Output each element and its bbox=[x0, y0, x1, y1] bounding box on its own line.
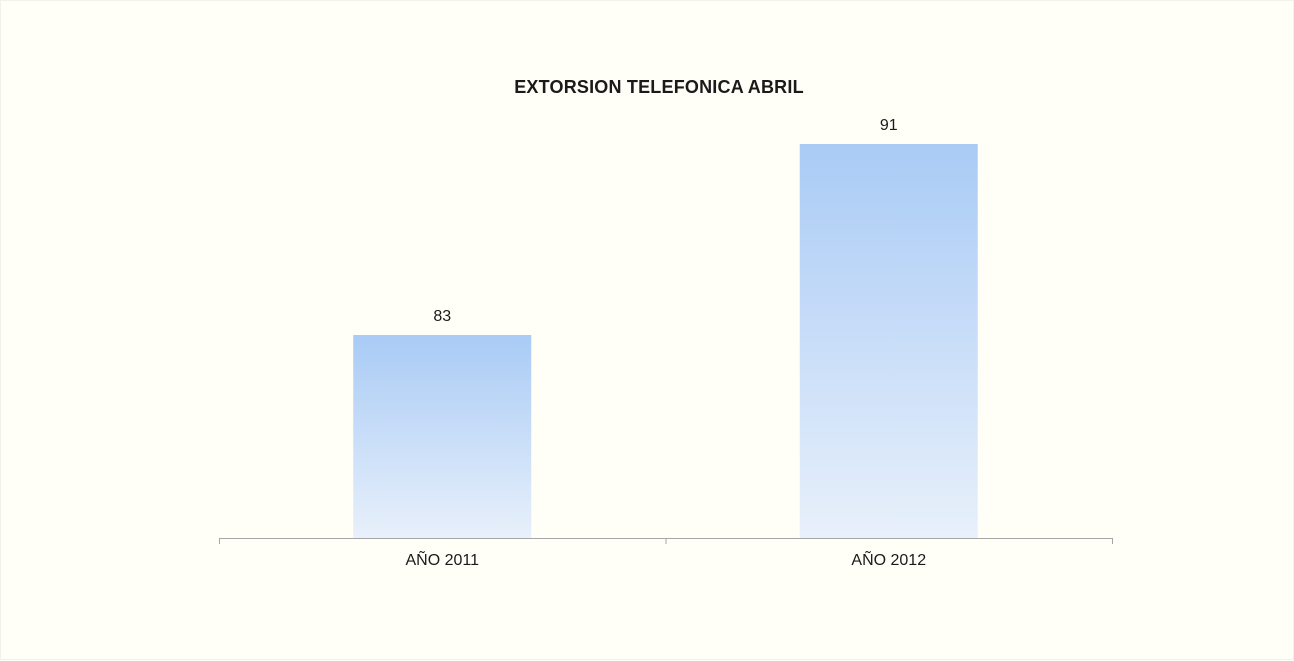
x-tick-label-2: AÑO 2012 bbox=[851, 549, 926, 569]
x-axis bbox=[219, 538, 1113, 544]
bar-2 bbox=[799, 144, 978, 538]
data-label-2: 91 bbox=[880, 117, 898, 134]
bar-1 bbox=[353, 335, 532, 538]
chart-title: EXTORSION TELEFONICA ABRIL bbox=[514, 77, 804, 97]
x-tick-label-1: AÑO 2011 bbox=[405, 549, 479, 569]
bars-layer bbox=[353, 144, 978, 538]
labels-layer: 83 AÑO 2011 91 AÑO 2012 bbox=[405, 117, 926, 569]
data-label-1: 83 bbox=[433, 308, 451, 325]
